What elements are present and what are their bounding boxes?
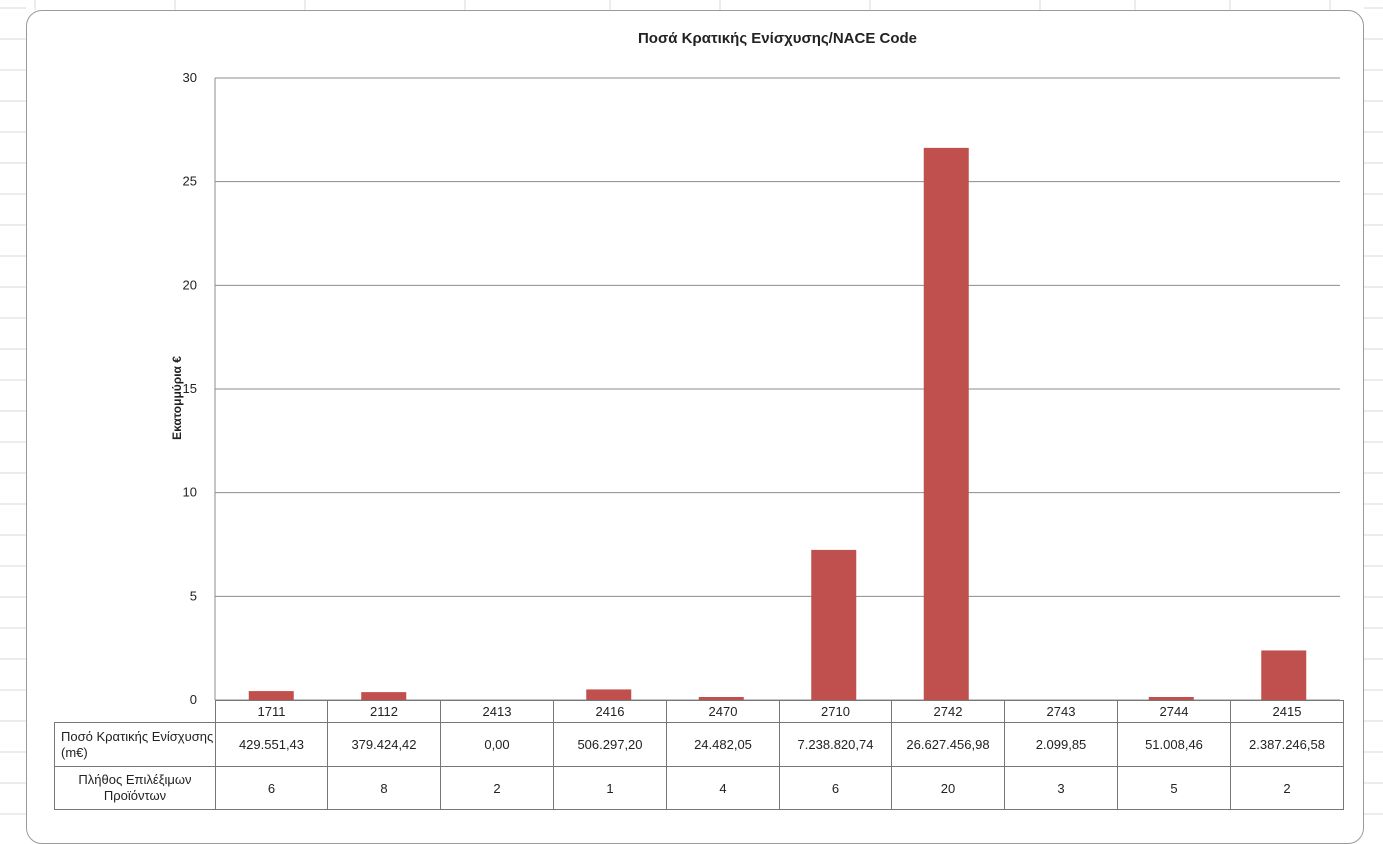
bar-1711[interactable] [248, 691, 294, 700]
chart-title: Ποσά Κρατικής Ενίσχυσης/NACE Code [637, 30, 918, 47]
table-cell: 26.627.456,98 [891, 722, 1005, 767]
row-header-amount: Ποσό Κρατικής Ενίσχυσης (m€) [54, 722, 216, 767]
table-row-count: Πλήθος Επιλέξιμων Προϊόντων 6 8 2 1 4 6 … [54, 766, 1344, 810]
table-cell: 7.238.820,74 [779, 722, 892, 767]
bar-2742[interactable] [923, 147, 969, 700]
table-cell: 51.008,46 [1117, 722, 1231, 767]
bar-2112[interactable] [361, 692, 407, 700]
category-label: 2416 [553, 700, 667, 723]
row-header-count: Πλήθος Επιλέξιμων Προϊόντων [54, 766, 216, 810]
y-tick-label: 20 [183, 277, 197, 292]
table-cell: 2 [1230, 766, 1344, 810]
table-cell: 2 [440, 766, 554, 810]
table-cell: 20 [891, 766, 1005, 810]
y-tick-label: 5 [190, 588, 197, 603]
y-tick-label: 0 [190, 692, 197, 707]
y-tick-label: 25 [183, 174, 197, 189]
category-label: 2744 [1117, 700, 1231, 723]
table-cell: 3 [1004, 766, 1118, 810]
table-cell: 6 [215, 766, 328, 810]
table-cell: 5 [1117, 766, 1231, 810]
category-label: 2710 [779, 700, 892, 723]
table-cell: 8 [327, 766, 441, 810]
table-cell: 0,00 [440, 722, 554, 767]
bar-2710[interactable] [811, 549, 857, 700]
table-corner-cell [54, 700, 216, 723]
table-cell: 2.387.246,58 [1230, 722, 1344, 767]
table-cell: 379.424,42 [327, 722, 441, 767]
bar-2470[interactable] [698, 697, 744, 700]
category-label: 2470 [666, 700, 780, 723]
table-row-amount: Ποσό Κρατικής Ενίσχυσης (m€) 429.551,43 … [54, 722, 1344, 767]
bar-2416[interactable] [586, 689, 632, 700]
table-cell: 429.551,43 [215, 722, 328, 767]
table-cell: 2.099,85 [1004, 722, 1118, 767]
table-cell: 24.482,05 [666, 722, 780, 767]
category-label: 2742 [891, 700, 1005, 723]
category-label: 2112 [327, 700, 441, 723]
table-cell: 6 [779, 766, 892, 810]
y-tick-label: 30 [183, 70, 197, 85]
y-tick-label: 15 [183, 381, 197, 396]
bar-2415[interactable] [1261, 650, 1307, 700]
category-label: 2413 [440, 700, 554, 723]
bar-2744[interactable] [1148, 697, 1194, 700]
category-label: 2743 [1004, 700, 1118, 723]
table-cell: 1 [553, 766, 667, 810]
table-cell: 4 [666, 766, 780, 810]
y-tick-label: 10 [183, 485, 197, 500]
table-cell: 506.297,20 [553, 722, 667, 767]
category-label: 2415 [1230, 700, 1344, 723]
data-table: 1711 2112 2413 2416 2470 2710 2742 2743 … [54, 700, 1344, 810]
category-label: 1711 [215, 700, 328, 723]
table-header-row: 1711 2112 2413 2416 2470 2710 2742 2743 … [54, 700, 1344, 723]
